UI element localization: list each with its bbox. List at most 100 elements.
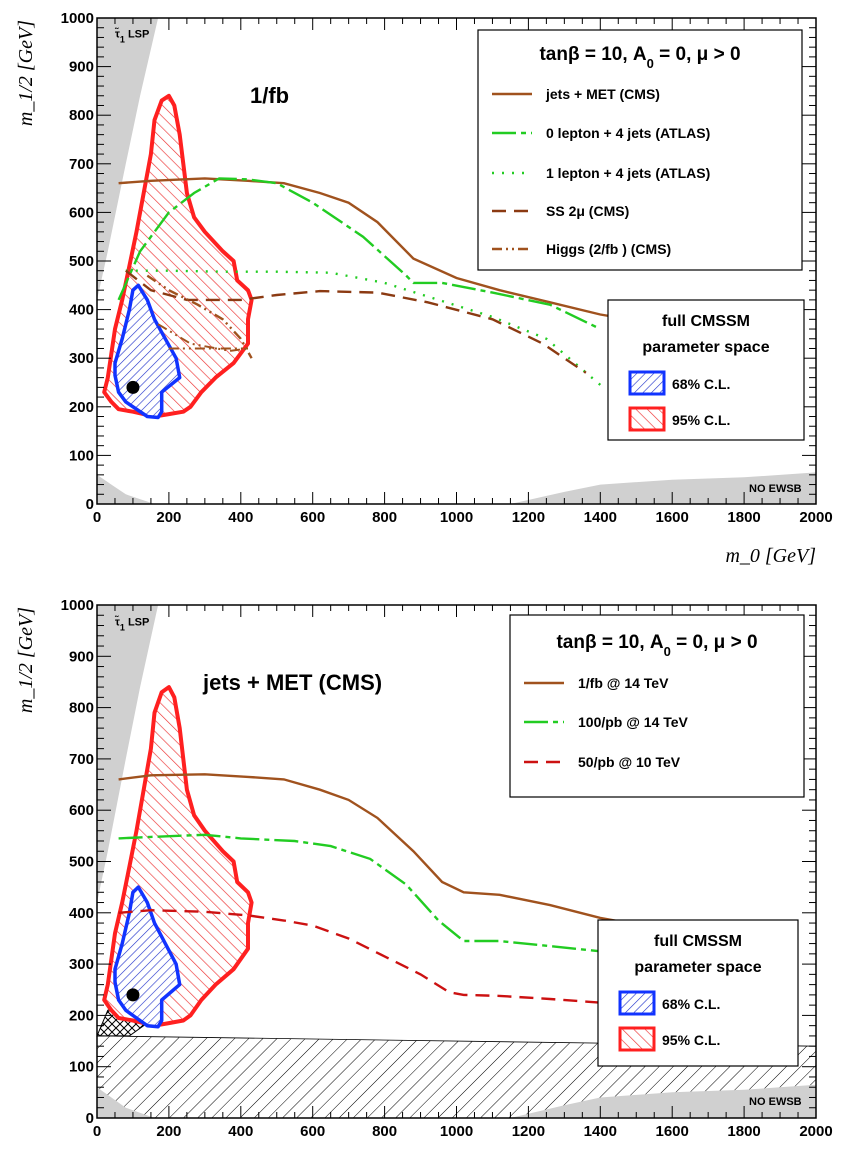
x-tick-label: 1400 [584, 509, 617, 526]
stau-lsp-tail: LSP [125, 617, 149, 629]
x-tick-label: 0 [93, 1123, 101, 1140]
cl95-swatch [628, 406, 666, 432]
legend-entry-1: 100/pb @ 14 TeV [578, 714, 689, 730]
legend-entry-3: SS 2μ (CMS) [546, 203, 629, 219]
y-tick-label: 100 [69, 447, 94, 464]
cl-title-2: parameter space [642, 339, 769, 356]
x-tick-label: 1000 [440, 509, 473, 526]
cl95-swatch [618, 1026, 656, 1052]
no-ewsb-region-right [510, 472, 816, 504]
top-panel: 0 200 400 600 800 1000 1200 1400 1600 1800 2000010… [15, 10, 833, 567]
x-tick-label: 2000 [799, 509, 832, 526]
cl-title-1: full CMSSM [654, 933, 742, 950]
x-tick-label: 1000 [440, 1123, 473, 1140]
x-tick-label: 1800 [727, 1123, 760, 1140]
x-tick-label: 1400 [584, 1123, 617, 1140]
y-tick-label: 500 [69, 854, 94, 871]
x-tick-label: 400 [228, 1123, 253, 1140]
x-tick-label: 800 [372, 509, 397, 526]
x-tick-label: 600 [300, 1123, 325, 1140]
x-axis-label: m_0 [GeV] [725, 545, 816, 567]
x-tick-label: 200 [156, 1123, 181, 1140]
y-tick-label: 800 [69, 107, 94, 124]
x-tick-label: 1800 [727, 509, 760, 526]
series-line-4 [146, 274, 253, 359]
legend-header-tail: = 0, μ > 0 [654, 44, 741, 65]
best-fit-point [126, 988, 140, 1002]
cl68-swatch [628, 370, 666, 396]
x-tick-label: 1600 [656, 509, 689, 526]
legend-box [509, 614, 805, 798]
y-tick-label: 0 [86, 496, 94, 513]
no-ewsb-region-left [97, 1087, 155, 1118]
panel-main-label: 1/fb [250, 83, 289, 108]
series-line-1 [118, 833, 658, 957]
x-tick-label: 2000 [799, 1123, 832, 1140]
y-axis-label: m_1/2 [GeV] [15, 20, 37, 126]
y-tick-label: 800 [69, 700, 94, 717]
y-tick-label: 700 [69, 156, 94, 173]
stau-lsp-sub: 1 [120, 34, 125, 44]
y-tick-label: 400 [69, 905, 94, 922]
series-line-2 [125, 269, 602, 386]
legend-header-tail: = 0, μ > 0 [671, 632, 758, 653]
legend-box [477, 29, 803, 271]
y-axis-label: m_1/2 [GeV] [15, 607, 37, 713]
best-fit-point [126, 380, 140, 394]
x-tick-label: 1200 [512, 509, 545, 526]
x-tick-label: 400 [228, 509, 253, 526]
no-ewsb-label: NO EWSB [749, 483, 802, 495]
y-tick-label: 100 [69, 1059, 94, 1076]
bottom-panel: 0 200 400 600 800 1000 1200 1400 1600 1800 2000010… [15, 597, 833, 1140]
y-tick-label: 200 [69, 399, 94, 416]
y-tick-label: 1000 [61, 10, 94, 27]
cl68-label: 68% C.L. [672, 376, 730, 392]
legend-header-sub: 0 [664, 644, 671, 659]
extra-contour-0 [157, 323, 249, 352]
y-tick-label: 200 [69, 1007, 94, 1024]
series-line-0 [118, 773, 659, 930]
y-tick-label: 700 [69, 751, 94, 768]
cl95-label: 95% C.L. [662, 1032, 720, 1048]
series-line-2 [118, 908, 658, 1006]
x-tick-label: 600 [300, 509, 325, 526]
x-tick-label: 800 [372, 1123, 397, 1140]
y-tick-label: 0 [86, 1110, 94, 1127]
legend-entry-2: 1 lepton + 4 jets (ATLAS) [546, 165, 710, 181]
cl95-label: 95% C.L. [672, 412, 730, 428]
x-tick-label: 200 [156, 509, 181, 526]
stau-lsp-region [97, 605, 159, 903]
y-tick-label: 900 [69, 648, 94, 665]
y-tick-label: 600 [69, 204, 94, 221]
x-tick-label: 0 [93, 509, 101, 526]
stau-lsp-sub: 1 [120, 623, 125, 633]
cl-title-2: parameter space [634, 959, 761, 976]
x-tick-label: 1200 [512, 1123, 545, 1140]
legend-entry-0: jets + MET (CMS) [545, 86, 660, 102]
x-tick-label: 1600 [656, 1123, 689, 1140]
y-tick-label: 300 [69, 956, 94, 973]
y-tick-label: 1000 [61, 597, 94, 614]
panel-main-label: jets + MET (CMS) [202, 670, 382, 695]
cl-title-1: full CMSSM [662, 313, 750, 330]
y-tick-label: 300 [69, 350, 94, 367]
legend-entry-0: 1/fb @ 14 TeV [578, 675, 669, 691]
y-tick-label: 400 [69, 302, 94, 319]
series-line-0 [118, 177, 658, 326]
y-tick-label: 900 [69, 59, 94, 76]
legend-entry-2: 50/pb @ 10 TeV [578, 754, 681, 770]
cl68-swatch [618, 990, 656, 1016]
stau-lsp-tail: LSP [125, 28, 149, 40]
stau-lsp-region [97, 18, 159, 300]
y-tick-label: 600 [69, 802, 94, 819]
no-ewsb-region-right [510, 1084, 816, 1118]
series-line-3 [125, 269, 587, 374]
legend-entry-4: Higgs (2/fb ) (CMS) [546, 241, 671, 257]
no-ewsb-region-left [97, 474, 155, 504]
cl68-label: 68% C.L. [662, 996, 720, 1012]
legend-header-sub: 0 [647, 56, 654, 71]
no-ewsb-label: NO EWSB [749, 1096, 802, 1108]
legend-entry-1: 0 lepton + 4 jets (ATLAS) [546, 125, 710, 141]
y-tick-label: 500 [69, 253, 94, 270]
